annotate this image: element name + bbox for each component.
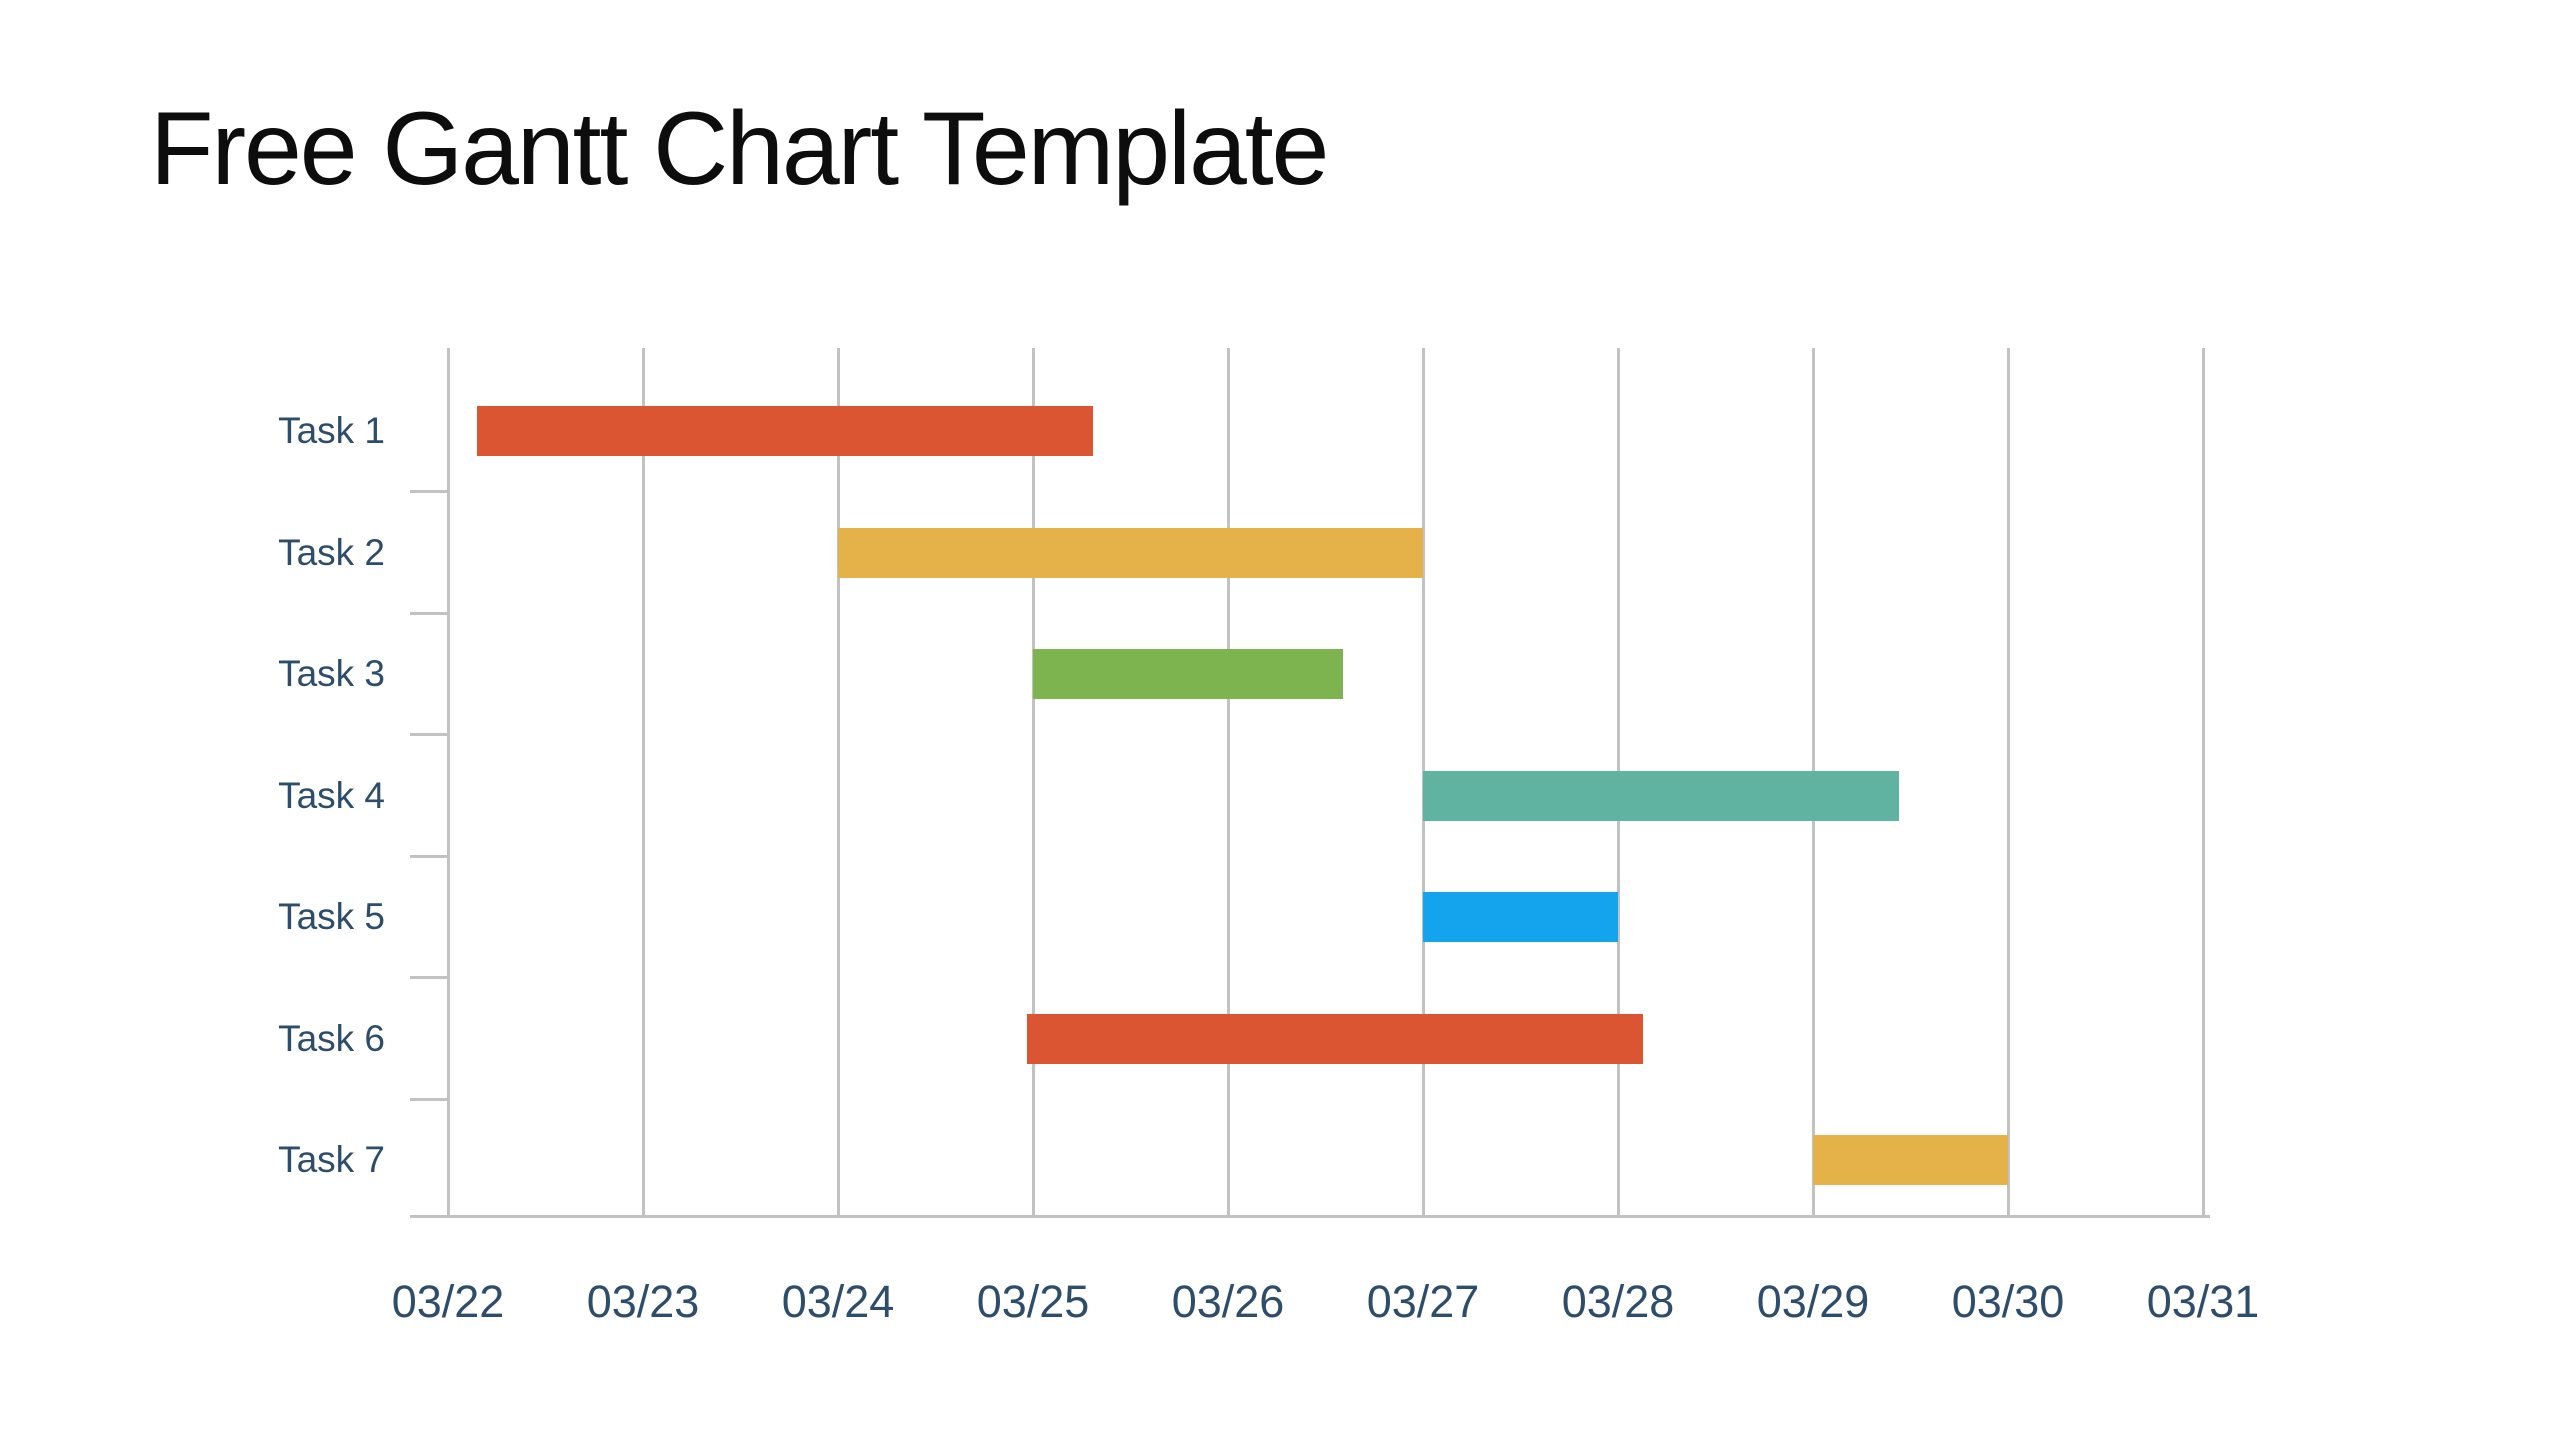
- y-axis-tick: [410, 490, 448, 494]
- x-tick-label-03/29: 03/29: [1756, 1276, 1870, 1327]
- y-axis-tick: [410, 611, 448, 615]
- y-axis-line: [446, 348, 450, 1216]
- task-label-task-7: Task 7: [278, 1139, 385, 1180]
- y-axis-tick: [410, 733, 448, 737]
- gridline-03/25: [1031, 348, 1035, 1216]
- x-tick-label-03/31: 03/31: [2146, 1276, 2260, 1327]
- gridline-03/30: [2006, 348, 2010, 1216]
- task-bar-task-4: [1423, 770, 1899, 821]
- gridline-03/23: [641, 348, 645, 1216]
- gridline-03/26: [1226, 348, 1230, 1216]
- task-label-task-3: Task 3: [278, 653, 385, 694]
- task-label-task-5: Task 5: [278, 896, 385, 937]
- x-tick-label-03/24: 03/24: [781, 1276, 895, 1327]
- y-axis-tick: [410, 1097, 448, 1101]
- task-label-task-1: Task 1: [278, 410, 385, 451]
- task-bar-task-6: [1027, 1013, 1644, 1064]
- x-tick-label-03/23: 03/23: [586, 1276, 700, 1327]
- x-tick-label-03/28: 03/28: [1561, 1276, 1675, 1327]
- task-label-task-4: Task 4: [278, 774, 385, 816]
- task-bar-task-5: [1423, 892, 1618, 942]
- x-tick-label-03/26: 03/26: [1171, 1276, 1285, 1327]
- task-bar-task-1: [477, 406, 1094, 456]
- x-tick-label-03/25: 03/25: [976, 1276, 1090, 1327]
- gridline-03/24: [836, 348, 840, 1216]
- chart-title: Free Gantt Chart Template: [150, 91, 1329, 207]
- task-bar-task-2: [838, 527, 1423, 578]
- task-label-task-6: Task 6: [278, 1017, 385, 1059]
- x-axis-line: [410, 1215, 2210, 1218]
- x-tick-label-03/30: 03/30: [1951, 1276, 2065, 1327]
- task-bar-task-7: [1813, 1135, 2008, 1185]
- y-axis-tick: [410, 976, 448, 980]
- x-tick-label-03/27: 03/27: [1366, 1276, 1480, 1327]
- task-label-task-2: Task 2: [278, 531, 385, 573]
- gridline-03/31: [2201, 348, 2205, 1216]
- x-tick-label-03/22: 03/22: [391, 1276, 505, 1327]
- task-bar-task-3: [1033, 649, 1344, 699]
- y-axis-tick: [410, 854, 448, 858]
